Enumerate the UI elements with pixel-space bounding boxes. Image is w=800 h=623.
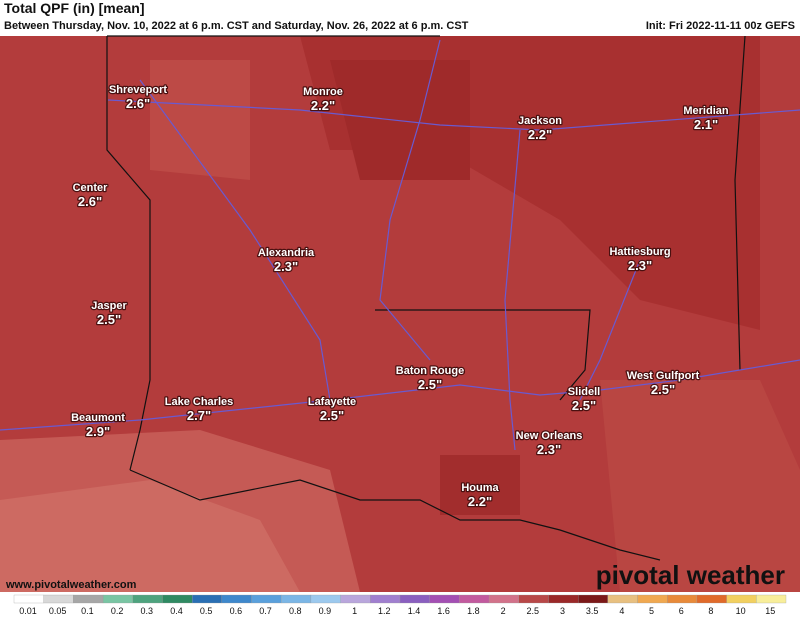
colorbar-swatch [637,594,668,604]
city-name: Alexandria [258,247,315,259]
colorbar-swatch [726,594,757,604]
colorbar-swatch [488,594,519,604]
colorbar-label: 6 [679,606,684,616]
city-name: Meridian [683,105,729,117]
colorbar-label: 3 [560,606,565,616]
colorbar-swatch [578,594,608,604]
colorbar-label: 0.6 [230,606,243,616]
city-name: Jackson [518,115,562,127]
header-bg [0,0,800,36]
colorbar-swatch [13,594,44,604]
logo: pivotal weather [596,560,785,590]
colorbar-label: 2.5 [527,606,540,616]
city-value: 2.2" [468,494,492,509]
colorbar-label: 15 [765,606,775,616]
colorbar-label: 1 [352,606,357,616]
city-name: Slidell [568,386,600,398]
colorbar-label: 0.7 [259,606,272,616]
colorbar-label: 0.1 [81,606,94,616]
city-name: Shreveport [109,84,167,96]
colorbar-swatch [102,594,133,604]
city-value: 2.2" [311,98,335,113]
colorbar-label: 10 [736,606,746,616]
city-value: 2.5" [418,377,442,392]
colorbar-label: 0.01 [19,606,37,616]
website: www.pivotalweather.com [5,579,137,591]
map [0,35,800,592]
city-value: 2.6" [126,96,150,111]
city-name: New Orleans [516,430,583,442]
colorbar-swatch [696,594,727,604]
colorbar-swatch [221,594,252,604]
colorbar-swatch [429,594,460,604]
city-value: 2.5" [320,408,344,423]
city-value: 2.5" [651,382,675,397]
city-value: 2.1" [694,117,718,132]
colorbar-swatch [370,594,401,604]
colorbar-swatch [518,594,549,604]
colorbar-swatch [548,594,579,604]
colorbar-swatch [399,594,430,604]
city-value: 2.6" [78,194,102,209]
colorbar-label: 5 [649,606,654,616]
colorbar-swatch [667,594,698,604]
city-labels: Shreveport2.6"Monroe2.2"Jackson2.2"Merid… [70,83,730,511]
colorbar-swatch [756,594,787,604]
colorbar-swatch [607,594,638,604]
colorbar-label: 1.6 [437,606,450,616]
colorbar-label: 2 [501,606,506,616]
city-value: 2.9" [86,424,110,439]
colorbar-swatch [132,594,163,604]
colorbar-swatch [251,594,282,604]
city-value: 2.3" [274,259,298,274]
city-name: Center [73,182,109,194]
init: Init: Fri 2022-11-11 00z GEFS [646,20,795,32]
colorbar-label: 4 [619,606,624,616]
city-value: 2.5" [97,312,121,327]
colorbar-swatch [162,594,193,604]
colorbar-label: 0.8 [289,606,302,616]
colorbar-label: 0.5 [200,606,213,616]
colorbar-label: 1.8 [467,606,480,616]
colorbar-swatch [340,594,371,604]
city-name: Baton Rouge [396,365,464,377]
city-value: 2.3" [537,442,561,457]
colorbar-swatch [281,594,312,604]
city-value: 2.7" [187,408,211,423]
city-name: Beaumont [71,412,125,424]
city-name: Lake Charles [165,396,233,408]
city-name: Jasper [91,300,127,312]
colorbar-swatch [192,594,222,604]
colorbar-label: 0.4 [170,606,183,616]
colorbar-swatch [459,594,490,604]
colorbar-label: 0.3 [141,606,154,616]
city-value: 2.3" [628,258,652,273]
title: Total QPF (in) [mean] [4,0,145,16]
subtitle: Between Thursday, Nov. 10, 2022 at 6 p.m… [4,20,469,32]
colorbar-label: 0.2 [111,606,124,616]
colorbar-label: 3.5 [586,606,599,616]
city-name: Lafayette [308,396,356,408]
colorbar-swatch [73,594,104,604]
colorbar-label: 0.9 [319,606,332,616]
city-name: West Gulfport [627,370,700,382]
colorbar-swatch [310,594,341,604]
colorbar: 0.01 0.05 0.1 0.2 0.3 0.4 0.5 0.6 0.7 0.8 0.9 1 1.2 1… [13,594,787,616]
city-value: 2.5" [572,398,596,413]
colorbar-label: 0.05 [49,606,67,616]
city-value: 2.2" [528,127,552,142]
city-name: Monroe [303,86,343,98]
colorbar-label: 8 [708,606,713,616]
city-name: Hattiesburg [609,246,670,258]
colorbar-label: 1.2 [378,606,391,616]
city-name: Houma [461,482,499,494]
colorbar-label: 1.4 [408,606,421,616]
colorbar-swatch [43,594,74,604]
